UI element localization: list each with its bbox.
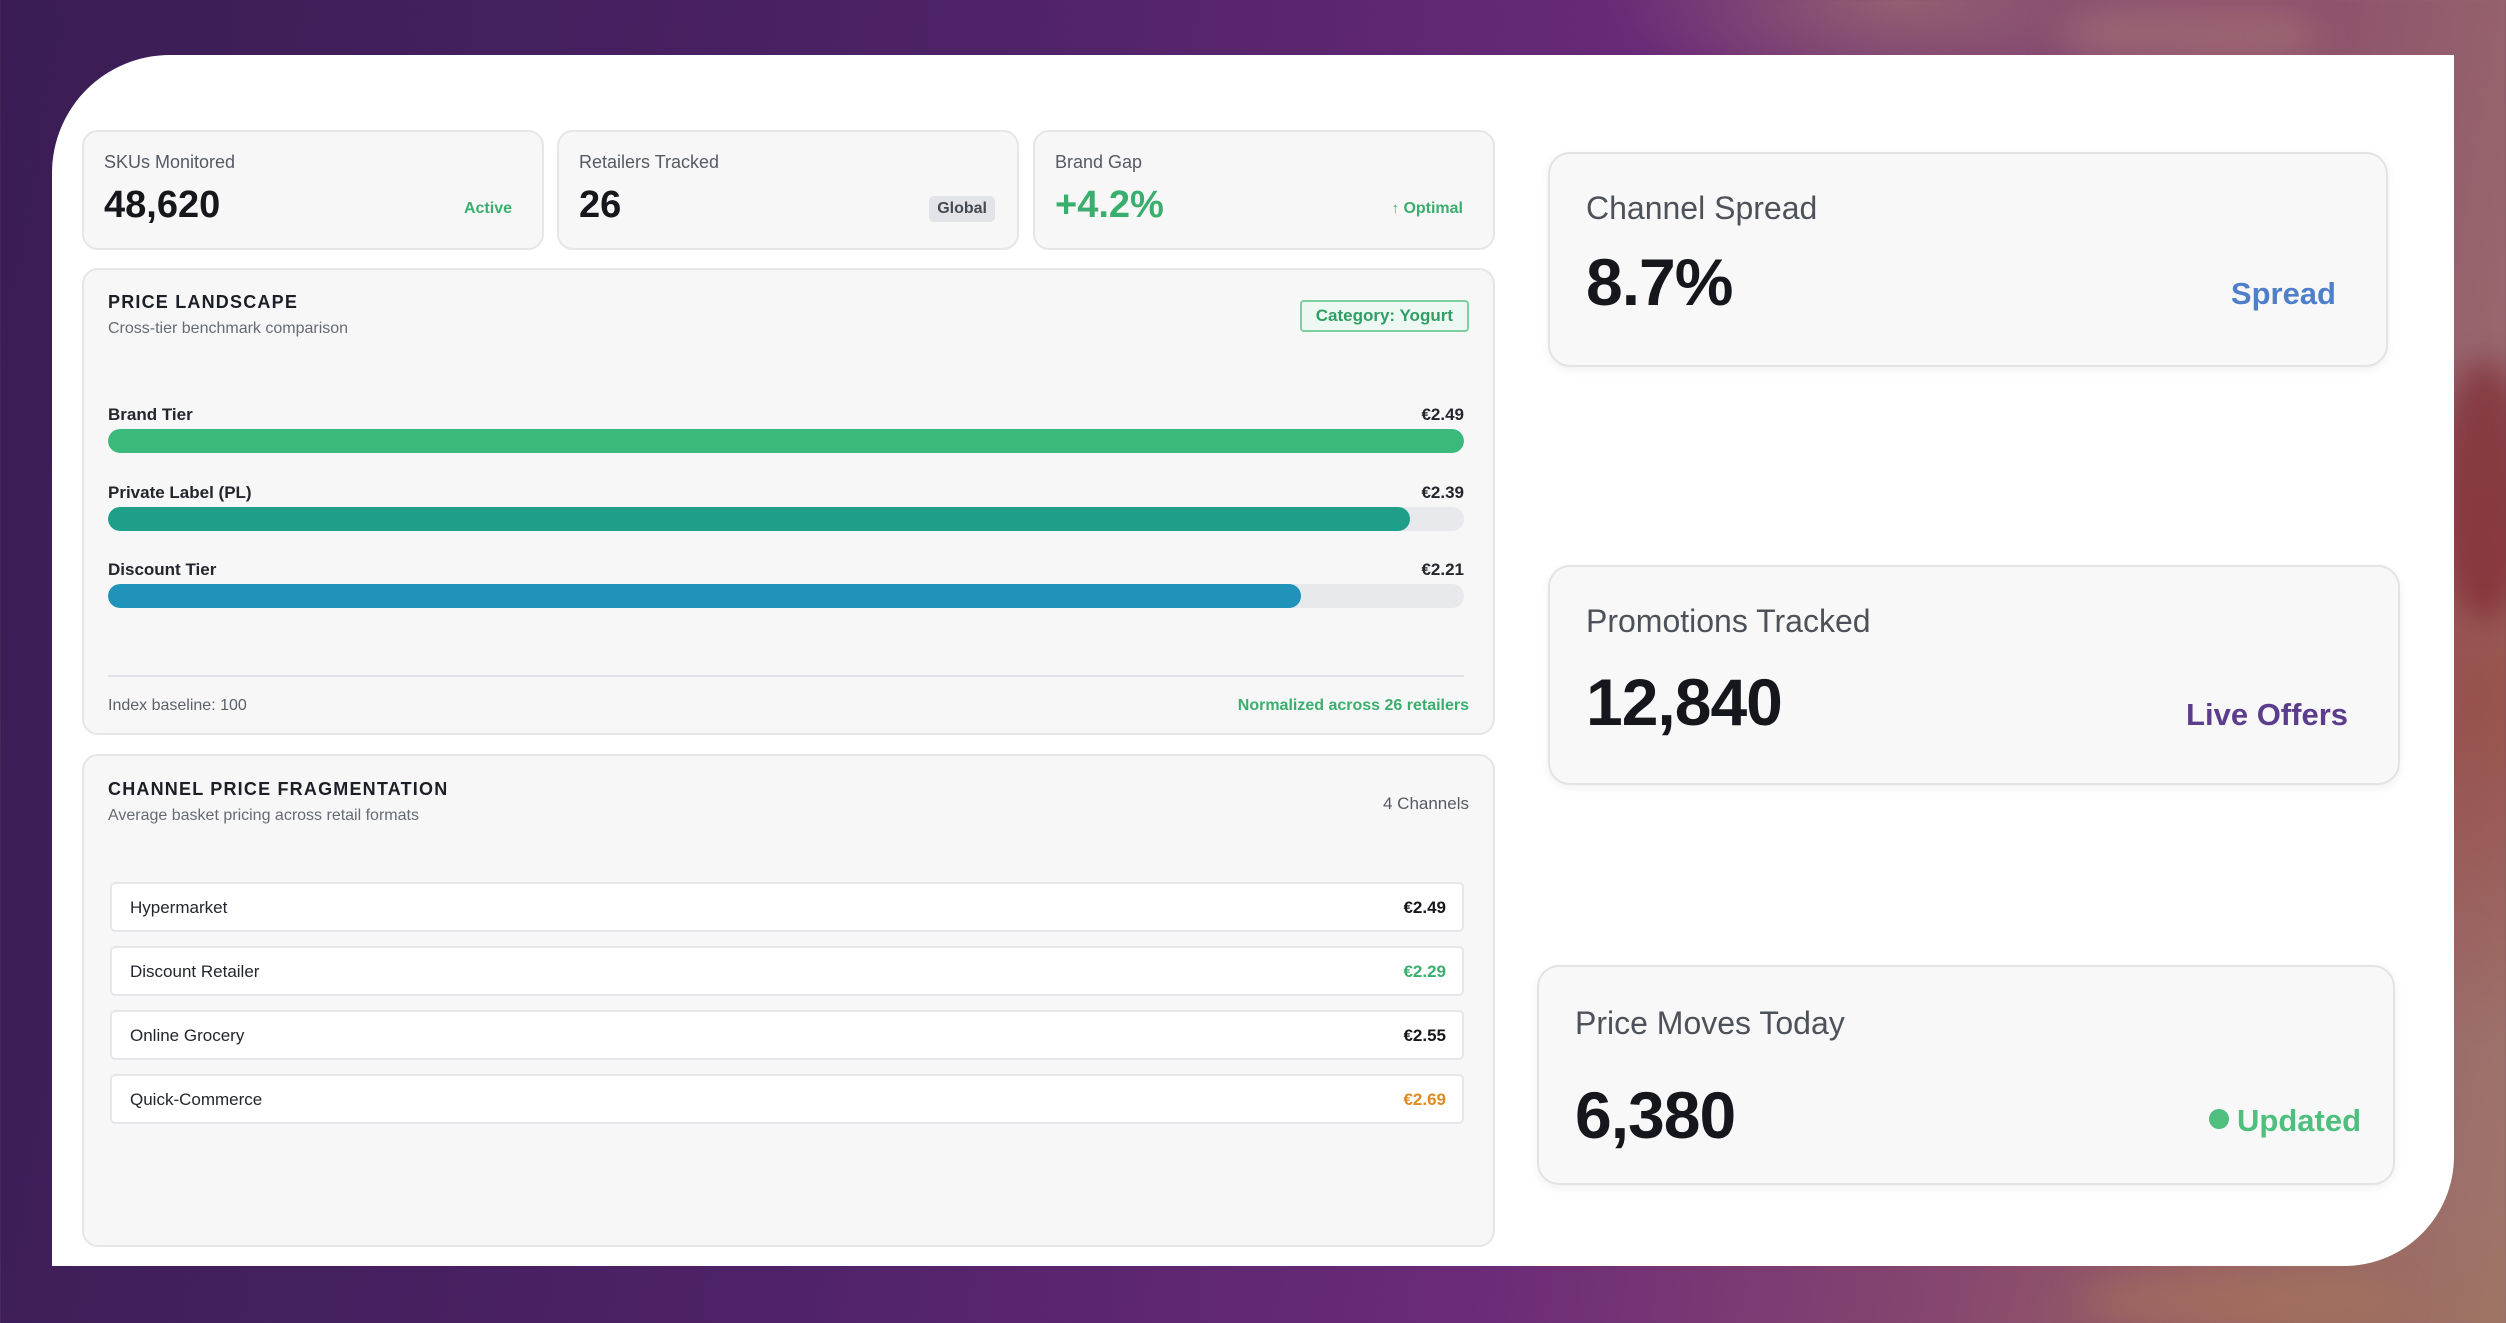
kpi-card-price-moves: Price Moves Today 6,380 Updated [1537,965,2395,1185]
kpi-card-channel-spread: Channel Spread 8.7% Spread [1548,152,2388,367]
divider [108,675,1464,677]
channel-row[interactable]: Hypermarket €2.49 [110,882,1464,932]
kpi-label: Price Moves Today [1575,1005,1845,1041]
category-badge[interactable]: Category: Yogurt [1299,300,1469,332]
channel-name: Discount Retailer [130,962,260,981]
tier-bar-track [108,429,1464,453]
tier-bar-track [108,584,1464,608]
arrow-up-icon: ↑ [1391,200,1399,217]
stat-value: +4.2% [1055,184,1164,226]
section-subtitle: Cross-tier benchmark comparison [108,320,349,337]
kpi-tag-label: Updated [2237,1103,2361,1138]
stat-label: Brand Gap [1055,152,1143,172]
kpi-tag: Live Offers [2186,697,2348,732]
channel-price: €2.29 [1403,962,1446,981]
stat-label: Retailers Tracked [579,152,720,172]
channel-fragmentation-card: CHANNEL PRICE FRAGMENTATION Average bask… [82,754,1495,1247]
price-landscape-card: PRICE LANDSCAPE Cross-tier benchmark com… [82,268,1495,735]
status-badge: Active [463,200,512,217]
channel-price: €2.49 [1403,898,1446,917]
background-blur [2080,1270,2400,1323]
channel-row[interactable]: Quick-Commerce €2.69 [110,1074,1464,1124]
channel-name: Hypermarket [130,898,228,917]
kpi-value: 6,380 [1575,1078,1736,1152]
tier-bar-fill [108,507,1410,531]
stat-value: 48,620 [104,184,221,226]
channel-name: Online Grocery [130,1026,245,1045]
status-badge: Global [929,196,995,222]
kpi-label: Channel Spread [1586,190,1818,226]
stat-card-retailers: Retailers Tracked 26 Global [557,130,1019,250]
index-baseline-note: Index baseline: 100 [108,697,247,714]
status-badge-label: Optimal [1403,200,1463,217]
kpi-value: 12,840 [1586,665,1783,739]
stat-label: SKUs Monitored [104,152,236,172]
channel-row[interactable]: Discount Retailer €2.29 [110,946,1464,996]
normalized-note: Normalized across 26 retailers [1237,697,1469,714]
dashboard-panel: SKUs Monitored 48,620 Active Retailers T… [52,55,2454,1266]
tier-bar-fill [108,429,1464,453]
stat-value: 26 [579,184,622,226]
tier-price: €2.21 [1421,560,1464,579]
channel-price: €2.55 [1403,1026,1446,1045]
stat-card-skus: SKUs Monitored 48,620 Active [82,130,544,250]
channel-count: 4 Channels [1382,794,1469,813]
section-title: PRICE LANDSCAPE [108,292,299,312]
stat-card-brand-gap: Brand Gap +4.2% ↑ Optimal [1033,130,1495,250]
tier-price: €2.49 [1421,405,1464,424]
status-badge: ↑ Optimal [1383,196,1471,222]
tier-bar-fill [108,584,1302,608]
tier-bar-track [108,507,1464,531]
kpi-card-promotions: Promotions Tracked 12,840 Live Offers [1548,565,2400,785]
tier-price: €2.39 [1421,483,1464,502]
kpi-tag: Updated [2209,1103,2361,1139]
section-title: CHANNEL PRICE FRAGMENTATION [108,779,449,799]
status-dot-icon [2209,1109,2229,1129]
channel-price: €2.69 [1403,1090,1446,1109]
kpi-tag: Spread [2230,276,2336,311]
kpi-label: Promotions Tracked [1586,603,1871,639]
tier-label: Brand Tier [108,405,193,424]
kpi-value: 8.7% [1586,245,1733,319]
tier-label: Discount Tier [108,560,217,579]
tier-label: Private Label (PL) [108,483,252,502]
channel-name: Quick-Commerce [130,1090,263,1109]
section-subtitle: Average basket pricing across retail for… [108,807,419,824]
channel-row[interactable]: Online Grocery €2.55 [110,1010,1464,1060]
